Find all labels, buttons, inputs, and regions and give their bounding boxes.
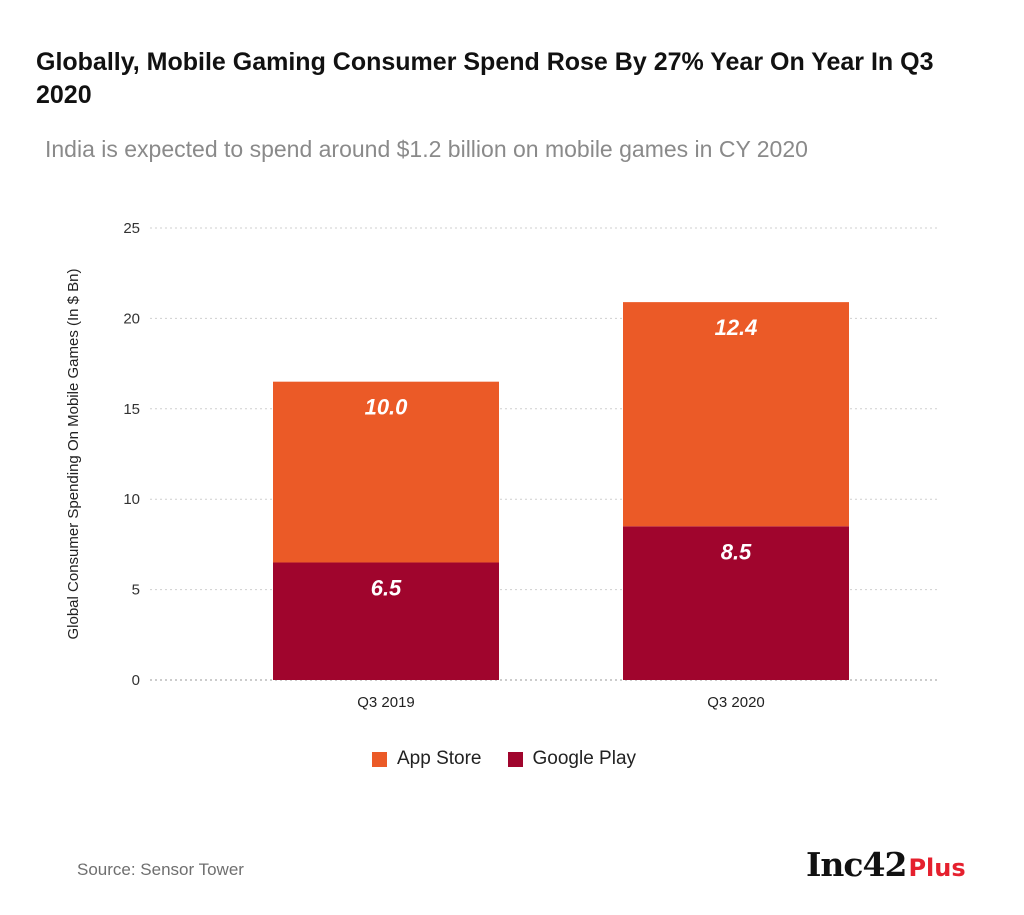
- bar-google-play: [273, 562, 499, 680]
- legend-item-app-store: App Store: [372, 748, 482, 770]
- legend-swatch: [372, 751, 387, 767]
- chart-legend: App Store Google Play: [372, 746, 636, 772]
- y-tick-label: 5: [132, 582, 140, 599]
- bar-app-store: [623, 302, 849, 527]
- logo-plus-text: Plus: [908, 854, 966, 882]
- x-tick-label: Q3 2020: [707, 694, 765, 711]
- data-label: 10.0: [365, 395, 409, 420]
- y-tick-label: 25: [123, 220, 140, 237]
- legend-item-google-play: Google Play: [507, 748, 637, 770]
- y-axis-label: Global Consumer Spending On Mobile Games…: [65, 268, 82, 639]
- legend-label: Google Play: [532, 748, 637, 769]
- y-tick-label: 20: [123, 310, 140, 327]
- chart-title: Globally, Mobile Gaming Consumer Spend R…: [36, 48, 934, 109]
- source-note: Source: Sensor Tower: [77, 860, 244, 879]
- data-label: 12.4: [715, 315, 758, 340]
- inc42-plus-logo: Inc42 Plus: [806, 845, 996, 893]
- y-tick-label: 0: [132, 672, 140, 689]
- legend-label: App Store: [397, 748, 482, 769]
- y-tick-label: 10: [123, 491, 140, 508]
- bar-google-play: [623, 526, 849, 680]
- y-tick-label: 15: [123, 401, 140, 418]
- legend-swatch: [507, 751, 523, 767]
- data-label: 6.5: [371, 575, 402, 600]
- chart-subtitle: India is expected to spend around $1.2 b…: [45, 136, 808, 162]
- bar-app-store: [273, 381, 499, 563]
- x-tick-label: Q3 2019: [357, 694, 415, 711]
- logo-wordmark: Inc42: [806, 845, 907, 884]
- data-label: 8.5: [721, 539, 752, 564]
